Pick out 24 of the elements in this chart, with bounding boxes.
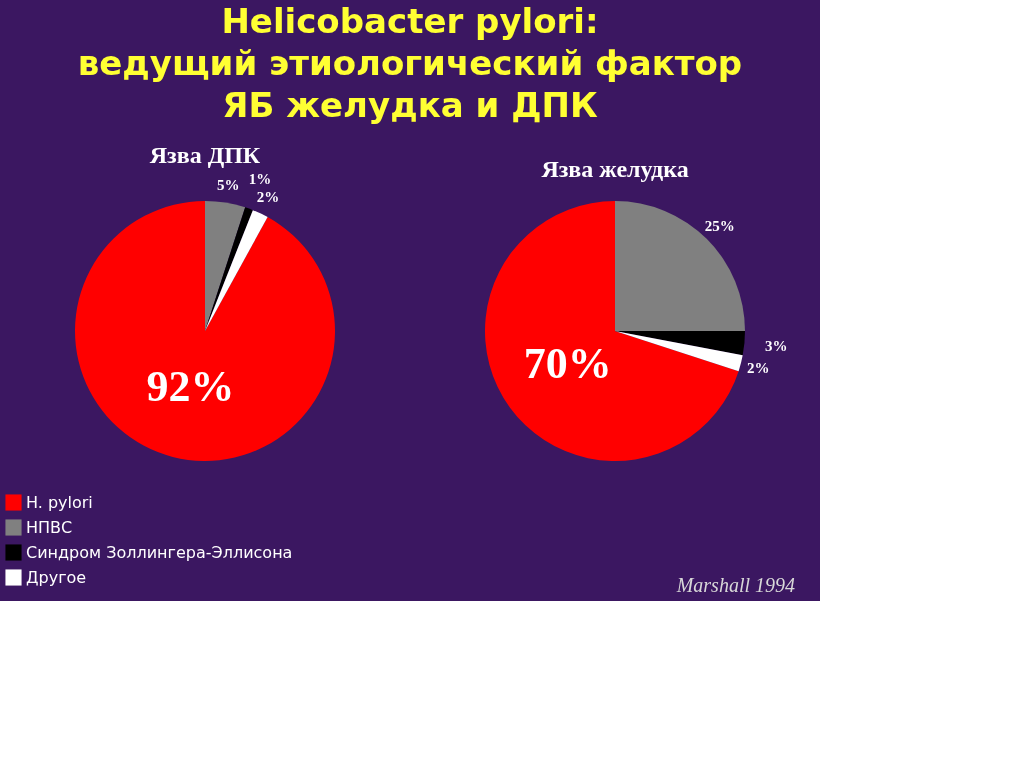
data-label: 1% <box>248 170 272 187</box>
legend-label: H. pylori <box>26 492 93 512</box>
chart-subtitle: Язва ДПК <box>149 141 261 168</box>
data-label: 2% <box>256 189 280 206</box>
data-label: 3% <box>765 338 788 355</box>
data-label: 70% <box>523 339 612 389</box>
pie-slice <box>205 201 246 331</box>
pie-slice <box>615 201 745 331</box>
pie-slice <box>75 201 335 461</box>
text: Marshall 1994 <box>675 574 795 596</box>
pie-slice <box>615 331 743 372</box>
text: Helicobacter pylori: ведущий этиологический фактор ЯБ желудка и ДПК <box>77 0 743 125</box>
data-label: 5% <box>216 176 240 193</box>
pie-slice <box>485 201 739 461</box>
pie-slice <box>205 210 268 331</box>
data-label: 25% <box>704 218 735 235</box>
pie-slice <box>615 331 745 356</box>
chart-subtitle: Язва желудка <box>541 156 689 182</box>
legend-label: Другое <box>26 567 87 587</box>
legend-label: Синдром Золлингера-Эллисона <box>26 542 293 562</box>
data-label: 2% <box>747 359 770 376</box>
pie-slice <box>205 207 253 331</box>
data-label: 92% <box>146 361 235 411</box>
legend-label: НПВС <box>26 517 73 537</box>
